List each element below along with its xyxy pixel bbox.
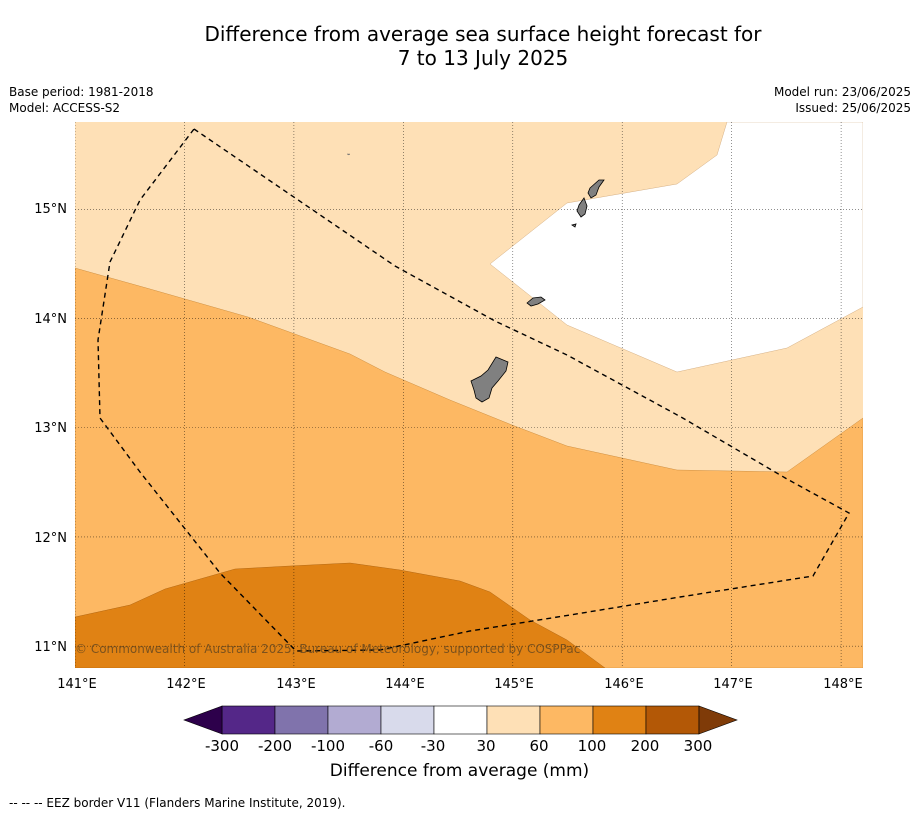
lon-tick-144: 144°E (385, 677, 425, 692)
lon-tick-142: 142°E (166, 677, 206, 692)
cb-label: 100 (578, 737, 607, 755)
copyright-text: © Commonwealth of Australia 2025, Bureau… (75, 642, 580, 656)
colorbar-segment (433, 705, 488, 735)
lat-tick-14: 14°N (34, 312, 67, 327)
band-neutral (489, 122, 863, 373)
model-text: Model: ACCESS-S2 (9, 101, 121, 115)
cb-label: -200 (258, 737, 292, 755)
eez-border (97, 128, 850, 652)
colorbar-segment (221, 705, 276, 735)
colorbar-segment (539, 705, 594, 735)
lon-tick-148: 148°E (823, 677, 863, 692)
lon-tick-143: 143°E (276, 677, 316, 692)
lon-tick-141: 141°E (57, 677, 97, 692)
lat-tick-12: 12°N (34, 531, 67, 546)
model-info: Base period: 1981-2018 Model: ACCESS-S2 (9, 84, 154, 116)
cb-label: 200 (631, 737, 660, 755)
small-islet (346, 153, 351, 156)
cb-label: -100 (311, 737, 345, 755)
cb-label: 60 (529, 737, 548, 755)
gridlines (75, 122, 863, 668)
axis-ticks: 141°E 142°E 143°E 144°E 145°E 146°E 147°… (34, 202, 863, 692)
guam-island (470, 356, 509, 403)
colorbar-segment (274, 705, 329, 735)
title-line-1: Difference from average sea surface heig… (204, 22, 762, 46)
base-period-text: Base period: 1981-2018 (9, 85, 154, 99)
tinian-island (576, 197, 588, 218)
lat-tick-11: 11°N (34, 640, 67, 655)
lon-tick-146: 146°E (604, 677, 644, 692)
issued-text: Issued: 25/06/2025 (795, 101, 911, 115)
colorbar (183, 705, 738, 735)
aguijan-island (571, 223, 577, 228)
eez-legend-note: -- -- -- EEZ border V11 (Flanders Marine… (9, 796, 346, 810)
cb-label: 30 (476, 737, 495, 755)
colorbar-segment (592, 705, 647, 735)
cb-label: -30 (421, 737, 446, 755)
colorbar-segment (327, 705, 382, 735)
title-line-2: 7 to 13 July 2025 (397, 46, 569, 70)
map-title: Difference from average sea surface heig… (0, 22, 919, 70)
colorbar-extend-high (698, 705, 738, 735)
colorbar-labels: -300 -200 -100 -60 -30 30 60 100 200 300 (205, 737, 712, 755)
model-run-text: Model run: 23/06/2025 (773, 85, 911, 99)
cb-label: -60 (369, 737, 394, 755)
colorbar-segment (645, 705, 700, 735)
cb-label: -300 (205, 737, 239, 755)
run-info: Model run: 23/06/2025 Issued: 25/06/2025 (774, 84, 911, 116)
map-panel: © Commonwealth of Australia 2025, Bureau… (75, 122, 863, 668)
lat-tick-15: 15°N (34, 202, 67, 217)
saipan-island (587, 179, 605, 199)
colorbar-extend-low (183, 705, 223, 735)
colorbar-segment (486, 705, 541, 735)
band-100-200 (75, 562, 606, 668)
lat-tick-13: 13°N (34, 421, 67, 436)
rota-island (526, 296, 546, 307)
colorbar-segment (380, 705, 435, 735)
lon-tick-145: 145°E (494, 677, 534, 692)
lon-tick-147: 147°E (713, 677, 753, 692)
colorbar-title: Difference from average (mm) (329, 761, 590, 781)
cb-label: 300 (684, 737, 713, 755)
